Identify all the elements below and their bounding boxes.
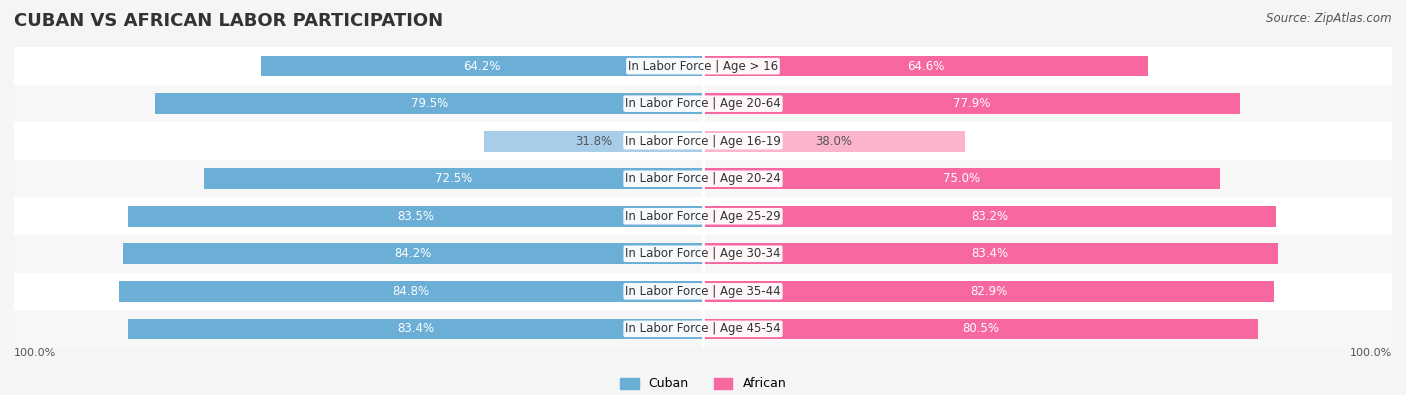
Bar xyxy=(703,281,1274,302)
Text: In Labor Force | Age > 16: In Labor Force | Age > 16 xyxy=(628,60,778,73)
Text: 72.5%: 72.5% xyxy=(434,172,472,185)
Text: 83.4%: 83.4% xyxy=(972,247,1010,260)
Bar xyxy=(14,310,1392,348)
Text: 77.9%: 77.9% xyxy=(953,97,990,110)
Bar xyxy=(14,198,1392,235)
Bar xyxy=(128,206,703,227)
Bar xyxy=(14,85,1392,122)
Text: 75.0%: 75.0% xyxy=(943,172,980,185)
Legend: Cuban, African: Cuban, African xyxy=(614,372,792,395)
Text: 84.8%: 84.8% xyxy=(392,285,429,298)
Bar xyxy=(122,243,703,264)
Text: 64.2%: 64.2% xyxy=(463,60,501,73)
Text: 84.2%: 84.2% xyxy=(394,247,432,260)
Bar xyxy=(703,131,965,152)
Bar xyxy=(14,122,1392,160)
Text: 38.0%: 38.0% xyxy=(815,135,852,148)
Bar xyxy=(703,318,1257,339)
Text: 83.5%: 83.5% xyxy=(396,210,434,223)
Text: CUBAN VS AFRICAN LABOR PARTICIPATION: CUBAN VS AFRICAN LABOR PARTICIPATION xyxy=(14,12,443,30)
Text: In Labor Force | Age 25-29: In Labor Force | Age 25-29 xyxy=(626,210,780,223)
Bar xyxy=(484,131,703,152)
Text: Source: ZipAtlas.com: Source: ZipAtlas.com xyxy=(1267,12,1392,25)
Text: 100.0%: 100.0% xyxy=(1350,348,1392,357)
Bar xyxy=(14,273,1392,310)
Bar xyxy=(204,168,703,189)
Bar xyxy=(703,206,1277,227)
Text: 82.9%: 82.9% xyxy=(970,285,1007,298)
Bar xyxy=(14,235,1392,273)
Text: 79.5%: 79.5% xyxy=(411,97,447,110)
Text: 83.4%: 83.4% xyxy=(396,322,434,335)
Text: 31.8%: 31.8% xyxy=(575,135,612,148)
Bar xyxy=(703,168,1219,189)
Text: In Labor Force | Age 45-54: In Labor Force | Age 45-54 xyxy=(626,322,780,335)
Text: 80.5%: 80.5% xyxy=(962,322,998,335)
Bar xyxy=(703,56,1149,77)
Text: In Labor Force | Age 30-34: In Labor Force | Age 30-34 xyxy=(626,247,780,260)
Bar xyxy=(155,93,703,114)
Text: In Labor Force | Age 20-24: In Labor Force | Age 20-24 xyxy=(626,172,780,185)
Text: 100.0%: 100.0% xyxy=(14,348,56,357)
Text: 83.2%: 83.2% xyxy=(972,210,1008,223)
Text: 64.6%: 64.6% xyxy=(907,60,945,73)
Bar xyxy=(14,47,1392,85)
Bar xyxy=(14,160,1392,198)
Bar xyxy=(118,281,703,302)
Bar xyxy=(260,56,703,77)
Text: In Labor Force | Age 35-44: In Labor Force | Age 35-44 xyxy=(626,285,780,298)
Bar xyxy=(128,318,703,339)
Text: In Labor Force | Age 16-19: In Labor Force | Age 16-19 xyxy=(626,135,780,148)
Bar xyxy=(703,243,1278,264)
Text: In Labor Force | Age 20-64: In Labor Force | Age 20-64 xyxy=(626,97,780,110)
Bar xyxy=(703,93,1240,114)
